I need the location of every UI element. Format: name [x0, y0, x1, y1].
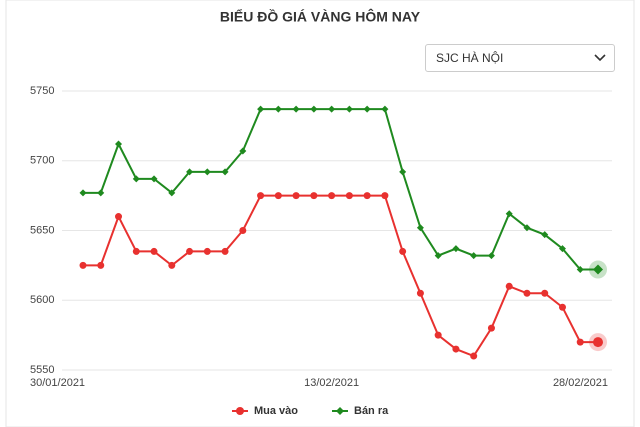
point [470, 352, 478, 360]
point [115, 213, 123, 221]
point [221, 247, 229, 255]
point [97, 189, 105, 197]
point [345, 192, 353, 200]
point [310, 105, 318, 113]
point [505, 210, 513, 218]
point [132, 247, 140, 255]
point [452, 345, 460, 353]
point [186, 168, 194, 176]
point [487, 252, 495, 260]
point [593, 264, 603, 275]
point [470, 252, 478, 260]
point [97, 261, 105, 269]
point [541, 231, 549, 239]
legend-marker [336, 407, 344, 415]
point [310, 192, 318, 200]
legend-label: Mua vào [254, 405, 298, 417]
point [328, 105, 336, 113]
point [115, 140, 123, 148]
point [523, 224, 531, 232]
point [487, 324, 495, 332]
point [203, 168, 211, 176]
y-tick-label: 5600 [30, 294, 54, 306]
point [79, 189, 87, 197]
point [186, 247, 194, 255]
point [274, 192, 282, 200]
chart-title: BIỂU ĐỒ GIÁ VÀNG HÔM NAY [220, 8, 421, 25]
point [79, 261, 87, 269]
y-tick-label: 5700 [30, 155, 54, 167]
point [328, 192, 336, 200]
point [150, 175, 158, 183]
point [505, 282, 513, 290]
frame [5, 0, 635, 427]
point [257, 192, 265, 200]
point [239, 227, 247, 234]
x-tick-label: 28/02/2021 [553, 377, 608, 389]
point [399, 247, 407, 255]
point [168, 261, 176, 269]
legend-marker [236, 407, 244, 415]
point [221, 168, 229, 176]
point [203, 247, 211, 255]
point [132, 175, 140, 183]
point [292, 192, 300, 200]
x-tick-label: 30/01/2021 [30, 377, 85, 389]
dropdown-label: SJC HÀ NỘI [436, 51, 504, 65]
point [345, 105, 353, 113]
y-tick-label: 5650 [30, 224, 54, 236]
point [452, 245, 460, 253]
point [576, 338, 584, 346]
point [399, 168, 407, 176]
point [593, 337, 603, 348]
point [239, 147, 247, 155]
point [363, 192, 371, 200]
point [523, 289, 531, 297]
point [274, 105, 282, 113]
dropdown-arrow [594, 54, 606, 62]
point [416, 289, 424, 297]
point [434, 252, 442, 260]
point [416, 224, 424, 232]
point [541, 289, 549, 297]
dropdown[interactable]: SJC HÀ NỘI [425, 44, 615, 72]
point [292, 105, 300, 113]
point [363, 105, 371, 113]
y-tick-label: 5550 [30, 364, 54, 376]
legend-label: Bán ra [354, 405, 389, 417]
series-line [83, 194, 598, 358]
x-tick-label: 13/02/2021 [304, 377, 359, 389]
point [434, 331, 442, 339]
y-tick-label: 5750 [30, 85, 54, 97]
point [381, 192, 389, 200]
point [558, 303, 566, 311]
point [558, 245, 566, 253]
point [381, 105, 389, 113]
point [150, 247, 158, 255]
series-line [83, 108, 598, 271]
point [168, 189, 176, 197]
point [257, 105, 265, 113]
point [576, 266, 584, 274]
